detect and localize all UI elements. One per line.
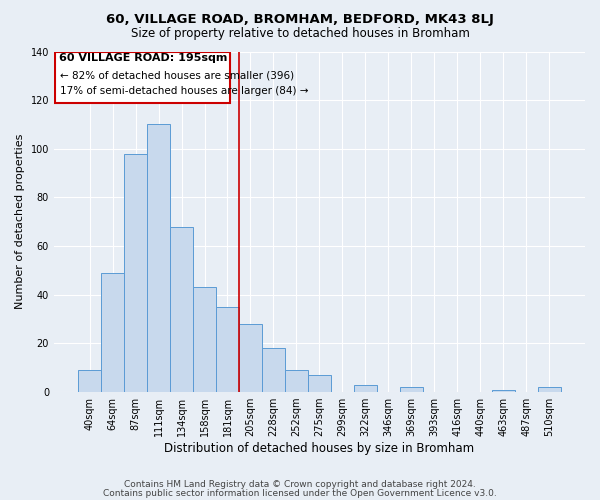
Bar [101, 273, 124, 392]
Bar [262, 348, 285, 392]
Y-axis label: Number of detached properties: Number of detached properties [15, 134, 25, 310]
Bar [124, 154, 147, 392]
Text: Size of property relative to detached houses in Bromham: Size of property relative to detached ho… [131, 28, 469, 40]
Text: ← 82% of detached houses are smaller (396): ← 82% of detached houses are smaller (39… [61, 71, 295, 81]
Bar [170, 226, 193, 392]
Text: Contains HM Land Registry data © Crown copyright and database right 2024.: Contains HM Land Registry data © Crown c… [124, 480, 476, 489]
Bar [285, 370, 308, 392]
Bar [78, 370, 101, 392]
Bar [216, 307, 239, 392]
Bar [147, 124, 170, 392]
Text: 60 VILLAGE ROAD: 195sqm: 60 VILLAGE ROAD: 195sqm [59, 53, 227, 63]
FancyBboxPatch shape [55, 52, 230, 102]
Text: 60, VILLAGE ROAD, BROMHAM, BEDFORD, MK43 8LJ: 60, VILLAGE ROAD, BROMHAM, BEDFORD, MK43… [106, 12, 494, 26]
Bar [400, 387, 423, 392]
X-axis label: Distribution of detached houses by size in Bromham: Distribution of detached houses by size … [164, 442, 475, 455]
Bar [308, 375, 331, 392]
Bar [354, 385, 377, 392]
Bar [492, 390, 515, 392]
Text: 17% of semi-detached houses are larger (84) →: 17% of semi-detached houses are larger (… [61, 86, 309, 96]
Bar [193, 288, 216, 392]
Text: Contains public sector information licensed under the Open Government Licence v3: Contains public sector information licen… [103, 489, 497, 498]
Bar [538, 387, 561, 392]
Bar [239, 324, 262, 392]
